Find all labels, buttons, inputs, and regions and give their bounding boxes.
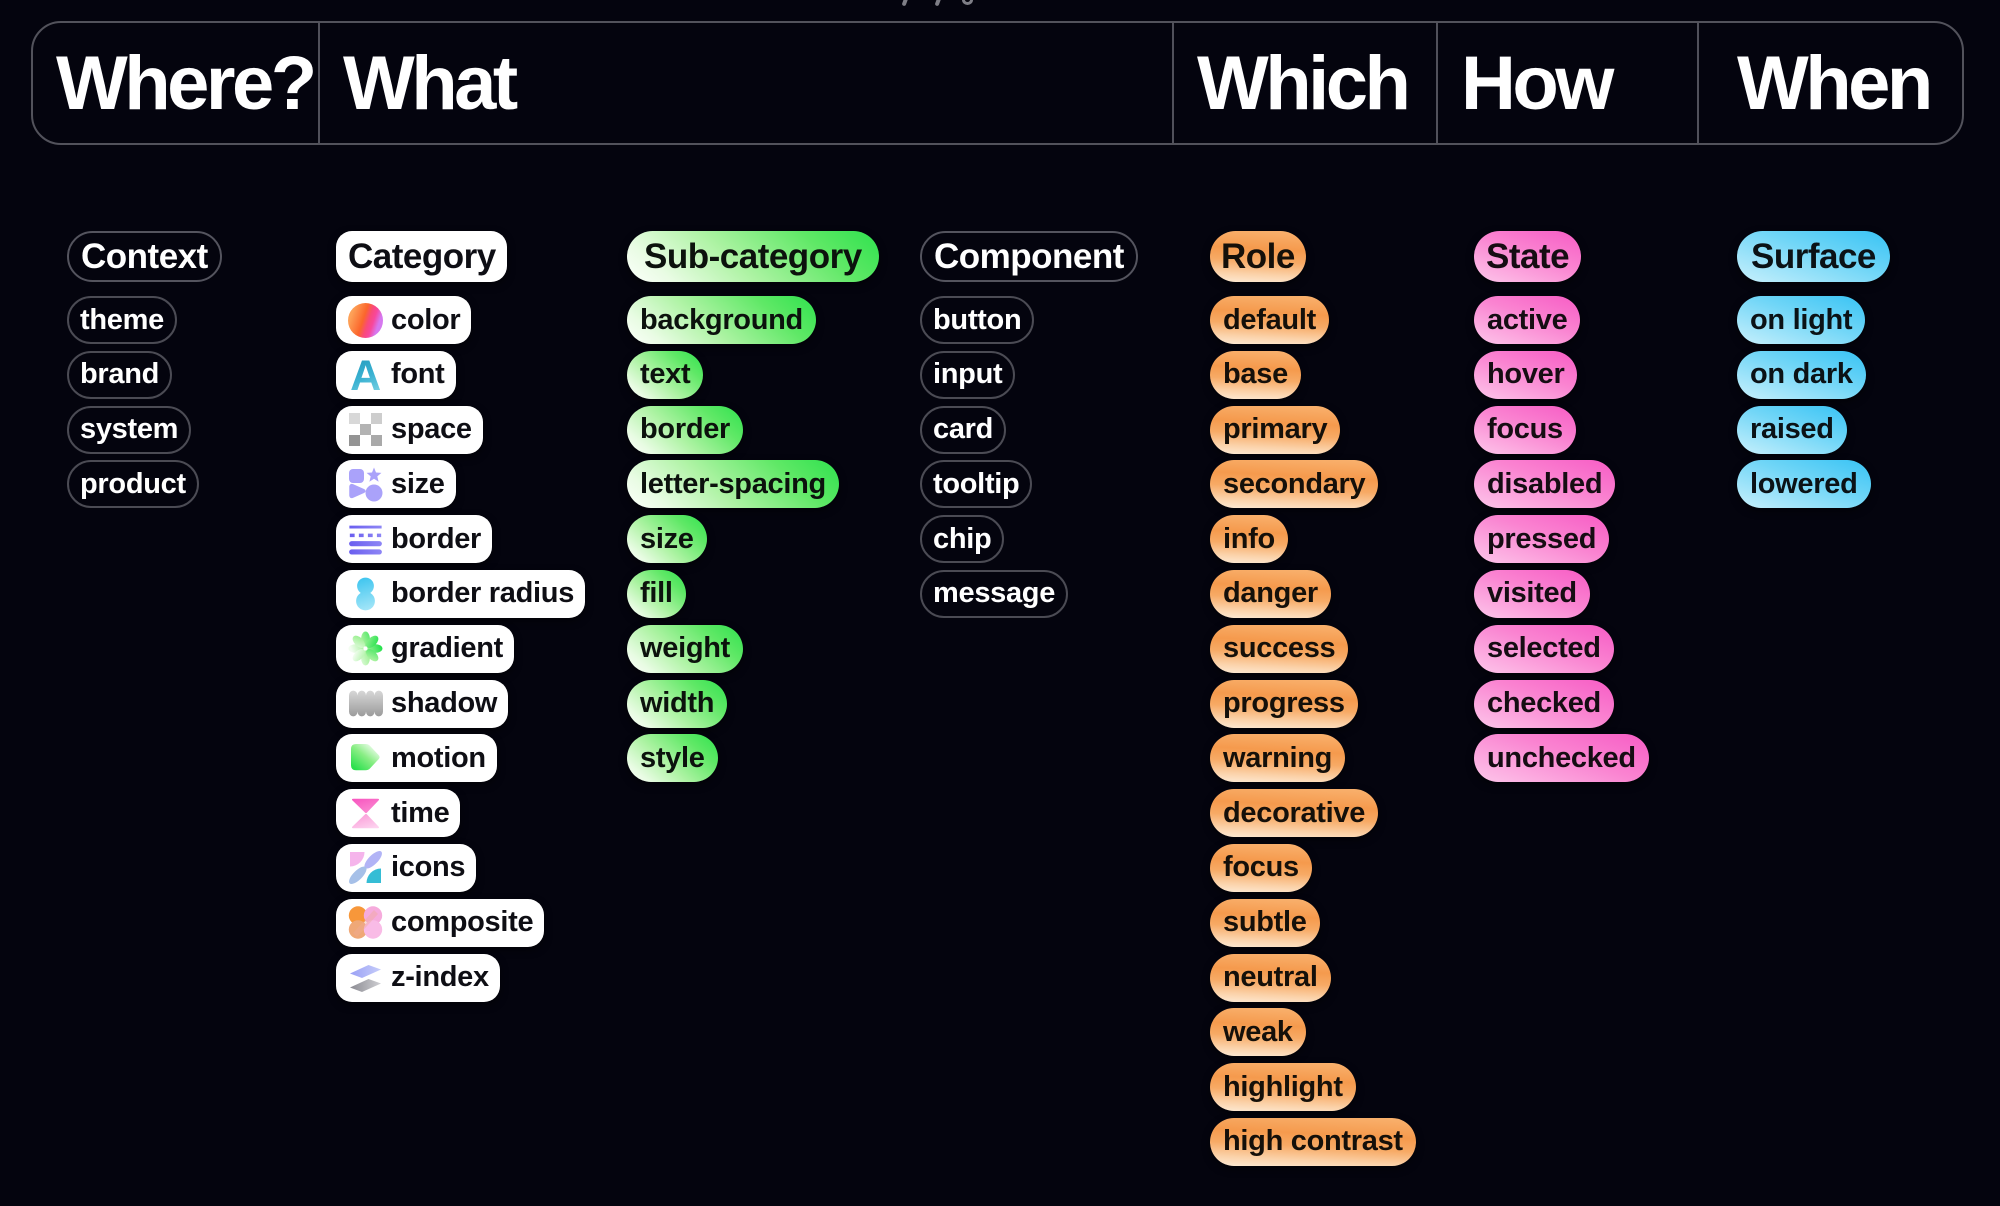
svg-text:A: A [350,357,381,392]
